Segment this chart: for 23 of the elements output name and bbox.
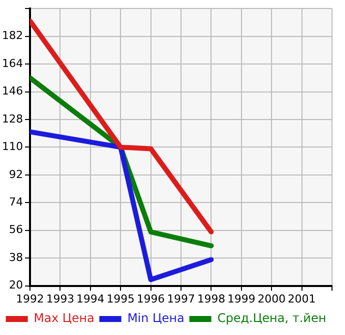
y-tick-label: 128 [2,112,23,126]
y-tick-label: 182 [2,29,23,42]
x-tick-label: 1998 [197,292,226,306]
x-tick-label: 1995 [106,292,135,306]
y-tick-label: 38 [8,250,23,264]
x-tick-label: 2001 [288,292,316,306]
y-tick-label: 164 [2,56,23,70]
y-tick-label: 146 [2,84,23,98]
y-tick-label: 56 [8,223,23,236]
x-tick-label: 1997 [167,292,195,306]
y-tick-label: 92 [8,168,23,181]
legend-label: Сред.Цена, т.йен [217,311,326,326]
x-tick-label: 1996 [136,292,165,306]
x-tick-label: 1994 [76,292,104,306]
legend-label: Min Цена [127,311,184,326]
x-tick-label: 2000 [258,292,286,306]
y-tick-label: 74 [8,196,23,208]
x-tick-label: 1992 [16,292,44,306]
legend-label: Max Цена [34,311,94,326]
x-tick-label: 1999 [227,292,256,306]
y-tick-label: 20 [8,278,23,292]
y-tick-label: 110 [2,140,23,154]
x-tick-label: 1993 [46,292,74,306]
